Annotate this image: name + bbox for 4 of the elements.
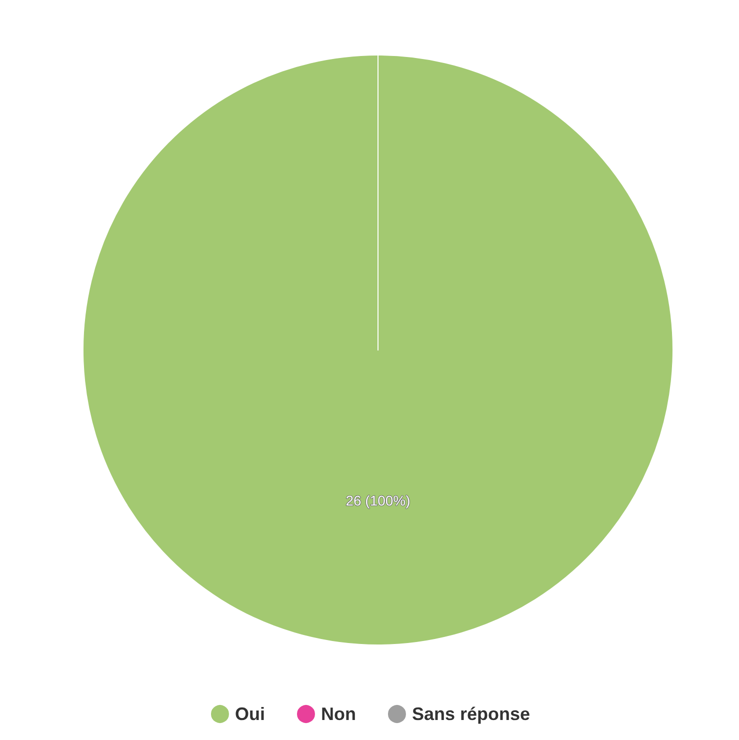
legend-label: Oui [234, 704, 265, 724]
legend-label: Non [320, 704, 356, 724]
legend-label: Sans réponse [412, 704, 530, 724]
data-label: 26 (100%) [346, 492, 410, 508]
